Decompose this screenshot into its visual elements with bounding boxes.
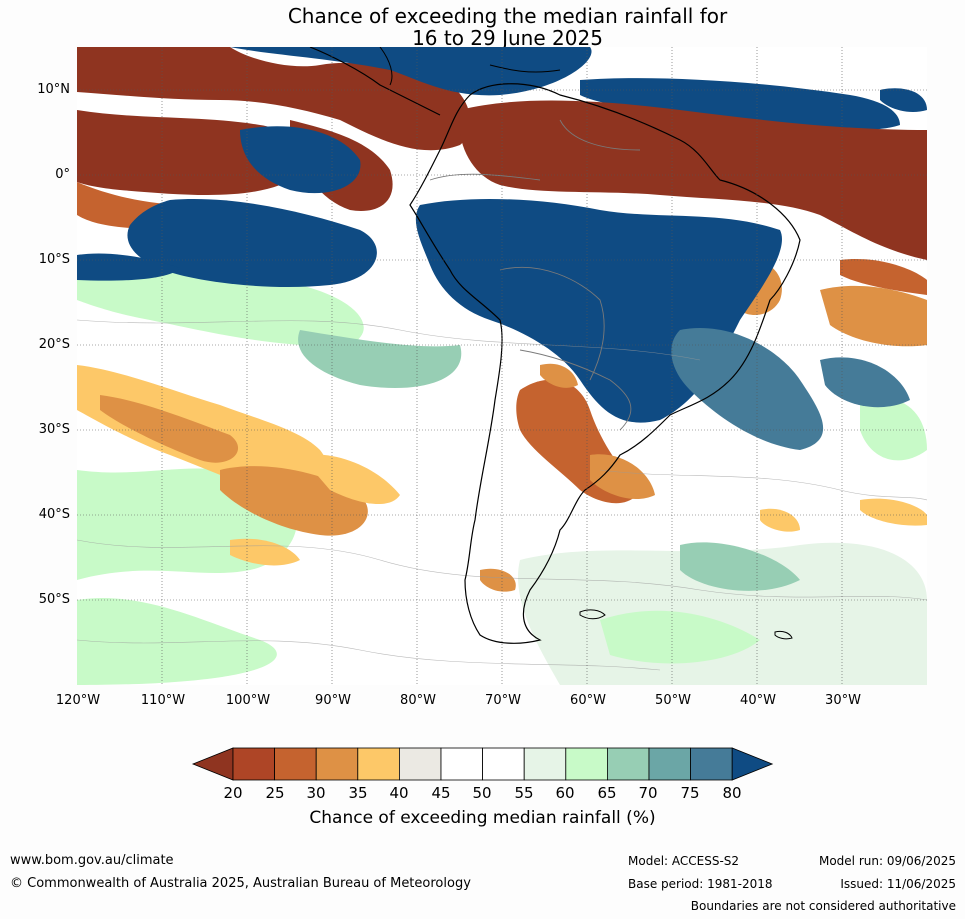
lon-label: 50°W	[655, 693, 691, 708]
base-period-text: Base period: 1981-2018	[628, 877, 773, 891]
colorbar-swatch	[607, 747, 650, 781]
colorbar-swatch	[232, 747, 275, 781]
colorbar-tick: 40	[389, 784, 409, 802]
colorbar-tick: 50	[472, 784, 492, 802]
colorbar-tick: 80	[722, 784, 742, 802]
lon-label: 60°W	[570, 693, 606, 708]
colorbar-tick: 45	[431, 784, 451, 802]
map-title-line1: Chance of exceeding the median rainfall …	[287, 4, 728, 28]
colorbar-tick: 55	[514, 784, 534, 802]
model-text: Model: ACCESS-S2	[628, 854, 740, 868]
lat-label: 10°N	[37, 82, 70, 97]
map-title-line2: 16 to 29 June 2025	[412, 26, 603, 50]
issued-text: Issued: 11/06/2025	[840, 877, 956, 891]
lat-label: 0°	[55, 167, 70, 182]
colorbar-tick: 65	[597, 784, 617, 802]
colorbar-swatch	[274, 747, 317, 781]
colorbar-tick: 75	[680, 784, 700, 802]
lat-label: 20°S	[38, 337, 70, 352]
lon-label: 30°W	[825, 693, 861, 708]
lon-label: 70°W	[485, 693, 521, 708]
lon-label: 40°W	[740, 693, 776, 708]
colorbar-swatch	[523, 747, 567, 781]
south-america-coastline	[409, 83, 801, 644]
map-gridlines	[77, 47, 927, 685]
colorbar-swatch	[357, 747, 400, 781]
colorbar-tick: 35	[348, 784, 368, 802]
model-run-text: Model run: 09/06/2025	[818, 854, 956, 868]
colorbar-low-extension	[191, 747, 234, 781]
lon-label: 90°W	[315, 693, 351, 708]
colorbar	[191, 747, 774, 781]
colorbar-tick: 70	[638, 784, 658, 802]
colorbar-swatch	[648, 747, 691, 781]
copyright-text: © Commonwealth of Australia 2025, Austra…	[10, 876, 471, 891]
colorbar-tick: 30	[306, 784, 326, 802]
lon-label: 80°W	[400, 693, 436, 708]
colorbar-tick: 60	[555, 784, 575, 802]
website-link[interactable]: www.bom.gov.au/climate	[10, 853, 174, 868]
lat-label: 30°S	[38, 422, 70, 437]
colorbar-swatch	[440, 747, 483, 781]
colorbar-tick: 20	[223, 784, 243, 802]
disclaimer-text: Boundaries are not considered authoritat…	[690, 899, 956, 913]
colorbar-high-extension	[731, 747, 774, 781]
colorbar-label: Chance of exceeding median rainfall (%)	[309, 808, 656, 828]
lon-label: 110°W	[140, 693, 186, 708]
colorbar-swatch	[315, 747, 359, 781]
lat-label: 40°S	[38, 507, 70, 522]
lat-label: 50°S	[38, 592, 70, 607]
colorbar-tick: 25	[265, 784, 285, 802]
colorbar-swatch	[690, 747, 733, 781]
colorbar-swatch	[398, 747, 442, 781]
lat-label: 10°S	[38, 252, 70, 267]
lon-label: 100°W	[225, 693, 271, 708]
colorbar-swatch	[565, 747, 608, 781]
lon-label: 120°W	[55, 693, 101, 708]
colorbar-swatch	[482, 747, 525, 781]
